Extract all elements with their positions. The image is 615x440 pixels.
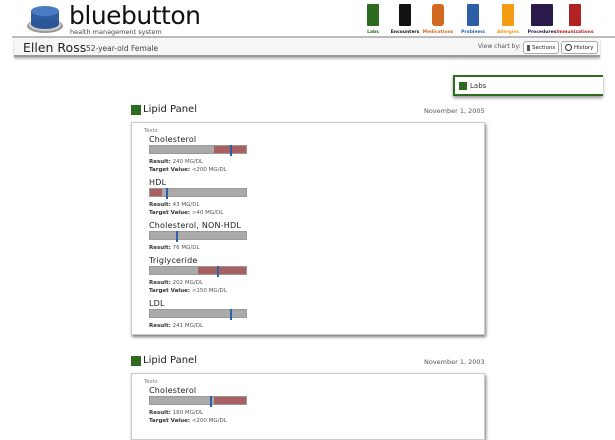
brand-name: bluebutton: [69, 1, 201, 30]
flask-icon: [362, 3, 384, 27]
result-range-bar: [149, 231, 247, 242]
target-line: Target Value: <200 MG/DL: [149, 167, 227, 173]
clock-icon: [565, 44, 572, 51]
sections-icon: [527, 44, 530, 51]
lab-panel-card: Tests Cholesterol Result: 240 MG/DL Targe…: [131, 122, 485, 335]
result-range-bar: [149, 396, 247, 407]
result-marker: [166, 188, 169, 199]
result-line: Result: 76 MG/DL: [149, 245, 200, 251]
lab-test: Triglyceride Result: 202 MG/DL Target Va…: [149, 256, 484, 295]
patient-bar: Ellen Ross 52-year-old Female View chart…: [14, 38, 600, 57]
test-name: Triglyceride: [149, 256, 198, 265]
allergy-icon: [497, 3, 519, 27]
result-range-bar: [149, 309, 247, 320]
result-range-bar: [149, 188, 247, 199]
view-chart-label: View chart by:: [478, 43, 521, 50]
lab-panel-card: Tests Cholesterol Result: 180 MG/DL Targe…: [131, 373, 485, 440]
lab-test: Cholesterol Result: 180 MG/DL Target Val…: [149, 386, 484, 425]
out-of-range-segment: [150, 189, 163, 196]
nav-procedures[interactable]: Procedures: [522, 3, 562, 35]
result-range-bar: [149, 145, 247, 156]
patient-name: Ellen Ross: [23, 40, 87, 55]
person-icon: [462, 3, 484, 27]
nav-problems[interactable]: Problems: [453, 3, 493, 35]
test-name: Cholesterol: [149, 386, 197, 395]
out-of-range-segment: [198, 267, 246, 274]
tests-label: Tests: [144, 128, 158, 134]
flask-icon: [131, 355, 141, 366]
target-line: Target Value: >40 MG/DL: [149, 210, 224, 216]
syringe-icon: [564, 3, 586, 27]
target-line: Target Value: <150 MG/DL: [149, 288, 227, 294]
result-range-bar: [149, 266, 247, 277]
section-labs-header[interactable]: Labs: [453, 75, 603, 96]
nav-labs[interactable]: Labs: [353, 3, 393, 35]
result-marker: [175, 231, 178, 242]
panel-date: November 1, 2005: [424, 107, 485, 115]
result-line: Result: 240 MG/DL: [149, 159, 204, 165]
tests-label: Tests: [144, 379, 158, 385]
nav-allergies[interactable]: Allergies: [488, 3, 528, 35]
out-of-range-segment: [214, 397, 246, 404]
result-line: Result: 43 MG/DL: [149, 202, 200, 208]
result-line: Result: 241 MG/DL: [149, 323, 204, 329]
panel-title: Lipid Panel: [131, 104, 197, 115]
lab-test: HDL Result: 43 MG/DL Target Value: >40 M…: [149, 178, 484, 217]
panel-title: Lipid Panel: [131, 355, 197, 366]
result-marker: [229, 145, 232, 156]
result-line: Result: 202 MG/DL: [149, 280, 204, 286]
history-button[interactable]: History: [561, 41, 598, 54]
pill-bottle-icon: [427, 3, 449, 27]
test-name: LDL: [149, 299, 165, 308]
divider: [12, 36, 615, 38]
result-marker: [209, 396, 212, 407]
test-name: Cholesterol, NON-HDL: [149, 221, 242, 230]
nav-encounters[interactable]: Encounters: [385, 3, 425, 35]
flask-icon: [131, 104, 141, 115]
test-name: HDL: [149, 178, 167, 187]
result-marker: [217, 266, 220, 277]
sections-button[interactable]: Sections: [523, 41, 560, 54]
result-marker: [229, 309, 232, 320]
target-line: Target Value: <200 MG/DL: [149, 418, 227, 424]
lab-test: Cholesterol Result: 240 MG/DL Target Val…: [149, 135, 484, 174]
flask-icon: [459, 81, 467, 90]
nav-immunizations[interactable]: Immunizations: [555, 3, 595, 35]
test-name: Cholesterol: [149, 135, 197, 144]
lab-test: LDL Result: 241 MG/DL: [149, 299, 484, 330]
numbered-list-icon: [394, 3, 416, 27]
nav-medications[interactable]: Medications: [418, 3, 458, 35]
bluebutton-logo: [27, 6, 63, 33]
lab-test: Cholesterol, NON-HDL Result: 76 MG/DL: [149, 221, 484, 252]
result-line: Result: 180 MG/DL: [149, 410, 204, 416]
patient-description: 52-year-old Female: [86, 44, 159, 53]
xray-hand-icon: [531, 3, 553, 27]
brand-tagline: health management system: [70, 28, 162, 36]
panel-date: November 1, 2003: [424, 358, 485, 366]
